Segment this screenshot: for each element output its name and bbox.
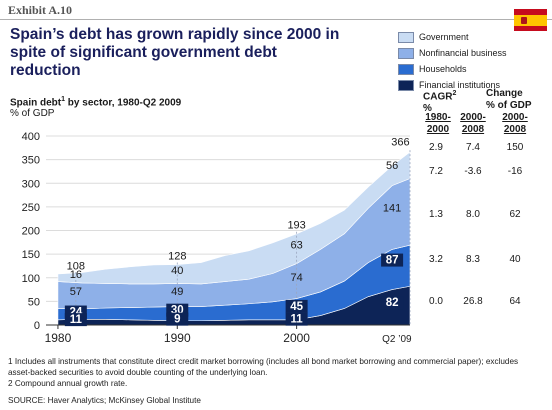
footnote-1: 1 Includes all instruments that constitu… [8,357,519,377]
col-header-2000-2008-change: 2000-2008 [502,112,528,135]
data-label: 108 [67,261,85,273]
data-label-bg [285,299,308,313]
table-cell: 2.9 [429,142,443,153]
spain-flag-icon [514,9,547,31]
table-cell: 7.4 [466,142,480,153]
table-cell: -16 [507,166,523,177]
legend-swatch-government [398,31,414,43]
data-label: 49 [171,286,183,298]
data-label: 9 [174,314,180,326]
chart-title: Spain’s debt has grown rapidly since 200… [10,26,340,79]
legend-swatch-nonfinancial [398,47,414,59]
source-note: SOURCE: Haver Analytics; McKinsey Global… [8,396,201,405]
data-label: 45 [290,301,303,313]
legend-label-financial: Financial institutions [419,80,501,90]
legend-swatch-households [398,63,414,75]
y-tick-label: 350 [22,155,40,167]
x-tick-label: 1990 [164,331,191,345]
legend-item-households: Households [398,61,507,77]
data-label: 87 [386,255,399,267]
y-tick-label: 0 [34,320,40,332]
y-tick-label: 100 [22,273,40,285]
data-label: 366 [391,136,409,148]
data-label: 57 [70,286,82,298]
legend-label-nonfinancial: Nonfinancial business [419,48,507,58]
legend-label-government: Government [419,32,469,42]
y-tick-label: 150 [22,249,40,261]
legend: Government Nonfinancial business Househo… [398,29,507,93]
y-tick-label: 200 [22,226,40,238]
data-label: 128 [168,250,186,262]
data-label-bg [64,313,87,327]
footnote-2: 2 Compound annual growth rate. [8,379,128,388]
table-cell: 8.0 [466,209,480,220]
data-label: 63 [290,239,302,251]
legend-item-government: Government [398,29,507,45]
x-end-label: Q2 ’09 [382,334,412,345]
data-label-bg [381,296,404,310]
table-cell: 40 [509,254,521,265]
header-rule [0,19,552,20]
legend-label-households: Households [419,64,467,74]
table-cell: 26.8 [463,296,483,307]
table-cell: 150 [506,142,524,153]
cagr-header: CAGR2% [423,90,457,115]
table-cell: -3.6 [464,166,482,177]
legend-item-nonfinancial: Nonfinancial business [398,45,507,61]
change-header: Change% of GDP [486,88,532,111]
col-header-1980-2000: 1980-2000 [425,112,451,135]
data-label: 11 [70,314,83,326]
data-label: 11 [291,314,304,326]
data-label: 141 [383,203,401,215]
data-label: 193 [287,220,305,232]
data-label: 82 [386,297,399,309]
col-header-2000-2008-cagr: 2000-2008 [460,112,486,135]
y-axis-unit: % of GDP [10,108,55,119]
data-label-bg [381,253,404,267]
table-cell: 7.2 [429,166,443,177]
data-label: 56 [386,160,398,172]
table-cell: 3.2 [429,254,443,265]
y-tick-label: 300 [22,178,40,190]
y-tick-label: 250 [22,202,40,214]
table-cell: 62 [509,209,521,220]
table-cell: 8.3 [466,254,480,265]
y-tick-label: 400 [22,131,40,143]
legend-item-financial: Financial institutions [398,77,507,93]
table-cell: 1.3 [429,209,443,220]
x-tick-label: 1980 [45,331,72,345]
data-label: 74 [290,272,302,284]
y-tick-label: 50 [28,296,40,308]
x-tick-label: 2000 [283,331,310,345]
data-label-bg [285,312,308,326]
chart-subtitle: Spain debt1 by sector, 1980-Q2 2009 [10,96,182,109]
table-cell: 0.0 [429,296,443,307]
data-label: 16 [70,269,82,281]
data-label: 40 [171,265,183,277]
table-cell: 64 [509,296,521,307]
data-label-bg [166,312,189,326]
legend-swatch-financial [398,79,414,91]
exhibit-label: Exhibit A.10 [8,3,73,17]
